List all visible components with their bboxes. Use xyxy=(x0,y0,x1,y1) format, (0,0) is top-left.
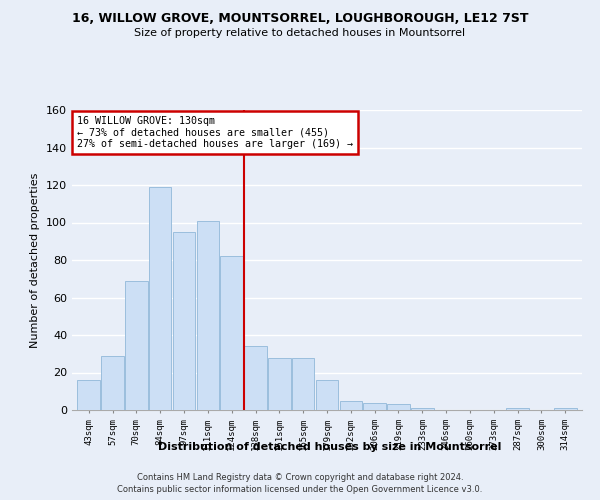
Bar xyxy=(364,402,386,410)
Bar xyxy=(316,380,338,410)
Bar xyxy=(77,380,100,410)
Text: Size of property relative to detached houses in Mountsorrel: Size of property relative to detached ho… xyxy=(134,28,466,38)
Text: Contains public sector information licensed under the Open Government Licence v3: Contains public sector information licen… xyxy=(118,485,482,494)
Bar xyxy=(244,346,267,410)
Bar xyxy=(125,280,148,410)
Text: 16, WILLOW GROVE, MOUNTSORREL, LOUGHBOROUGH, LE12 7ST: 16, WILLOW GROVE, MOUNTSORREL, LOUGHBORO… xyxy=(72,12,528,26)
Bar xyxy=(268,358,290,410)
Bar xyxy=(340,400,362,410)
Bar xyxy=(101,356,124,410)
Bar xyxy=(149,187,172,410)
Bar xyxy=(197,220,219,410)
Text: Contains HM Land Registry data © Crown copyright and database right 2024.: Contains HM Land Registry data © Crown c… xyxy=(137,472,463,482)
Bar xyxy=(554,408,577,410)
Bar xyxy=(173,232,196,410)
Bar xyxy=(506,408,529,410)
Text: 16 WILLOW GROVE: 130sqm
← 73% of detached houses are smaller (455)
27% of semi-d: 16 WILLOW GROVE: 130sqm ← 73% of detache… xyxy=(77,116,353,149)
Text: Distribution of detached houses by size in Mountsorrel: Distribution of detached houses by size … xyxy=(158,442,502,452)
Bar xyxy=(220,256,243,410)
Bar xyxy=(411,408,434,410)
Y-axis label: Number of detached properties: Number of detached properties xyxy=(31,172,40,348)
Bar xyxy=(292,358,314,410)
Bar xyxy=(387,404,410,410)
